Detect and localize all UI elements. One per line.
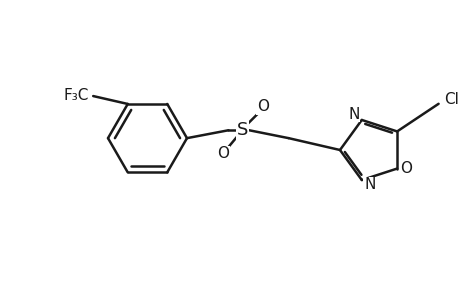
Text: F₃C: F₃C <box>64 88 89 103</box>
Text: N: N <box>347 106 359 122</box>
Text: S: S <box>236 121 247 139</box>
Text: O: O <box>217 146 229 161</box>
Text: O: O <box>399 161 411 176</box>
Text: Cl: Cl <box>443 92 458 107</box>
Text: N: N <box>363 178 375 193</box>
Text: O: O <box>257 99 269 114</box>
